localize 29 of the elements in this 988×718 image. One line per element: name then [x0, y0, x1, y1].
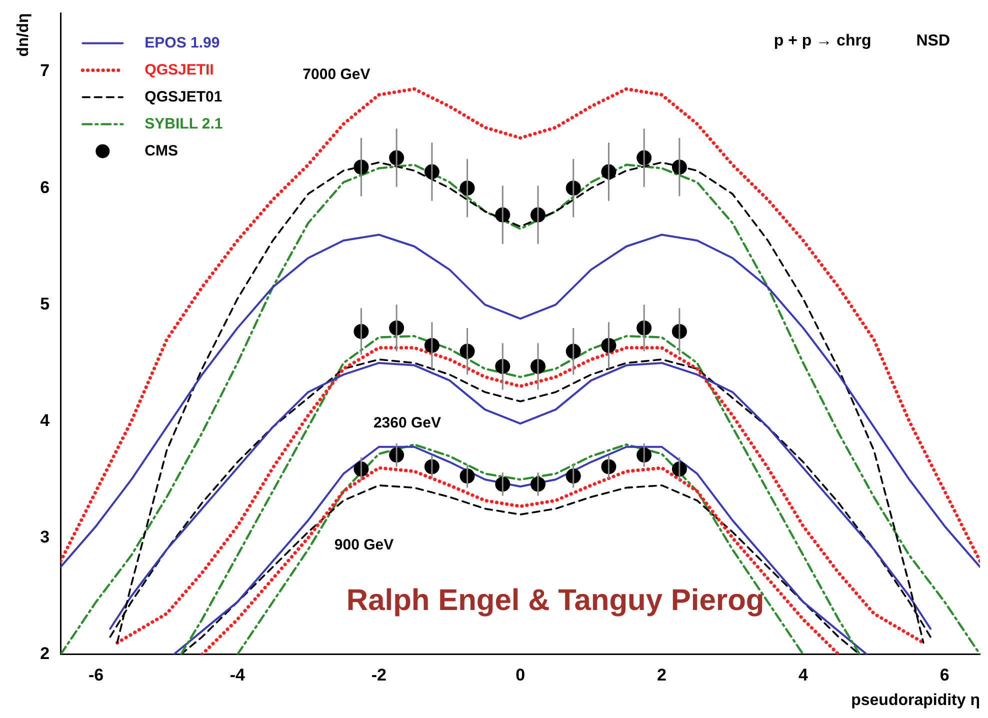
y-tick-label: 6 [40, 178, 50, 197]
x-tick-label: 0 [516, 665, 526, 684]
annotation: 2360 GeV [373, 414, 442, 432]
legend-label: SYBILL 2.1 [144, 115, 223, 132]
x-tick-label: -4 [230, 665, 246, 684]
x-tick-label: 2 [657, 665, 666, 684]
y-tick-label: 2 [40, 644, 50, 664]
x-tick-label: -6 [88, 665, 104, 684]
y-tick-label: 7 [40, 61, 50, 80]
x-tick-label: 6 [940, 665, 950, 684]
legend-label: QGSJET01 [144, 88, 222, 106]
annotation: 7000 GeV [302, 66, 370, 83]
legend-label: QGSJETII [144, 61, 214, 78]
legend-label: CMS [144, 142, 178, 160]
line-series [60, 87, 980, 563]
y-tick-label: 4 [40, 410, 50, 430]
x-axis-title: pseudorapidity η [851, 692, 980, 709]
y-axis-title: dn/dη [15, 13, 32, 57]
annotation: 900 GeV [334, 536, 394, 554]
x-tick-label: 4 [798, 665, 808, 684]
x-tick-label: -2 [371, 665, 386, 684]
y-tick-label: 3 [40, 528, 50, 547]
y-tick-label: 5 [40, 294, 50, 314]
annotation: p + p → chrg [774, 32, 872, 50]
legend-label: EPOS 1.99 [144, 34, 220, 52]
annotation: Ralph Engel & Tanguy Pierog [346, 584, 764, 618]
annotation: NSD [916, 32, 950, 50]
line-series [236, 443, 804, 654]
line-series [180, 335, 861, 654]
